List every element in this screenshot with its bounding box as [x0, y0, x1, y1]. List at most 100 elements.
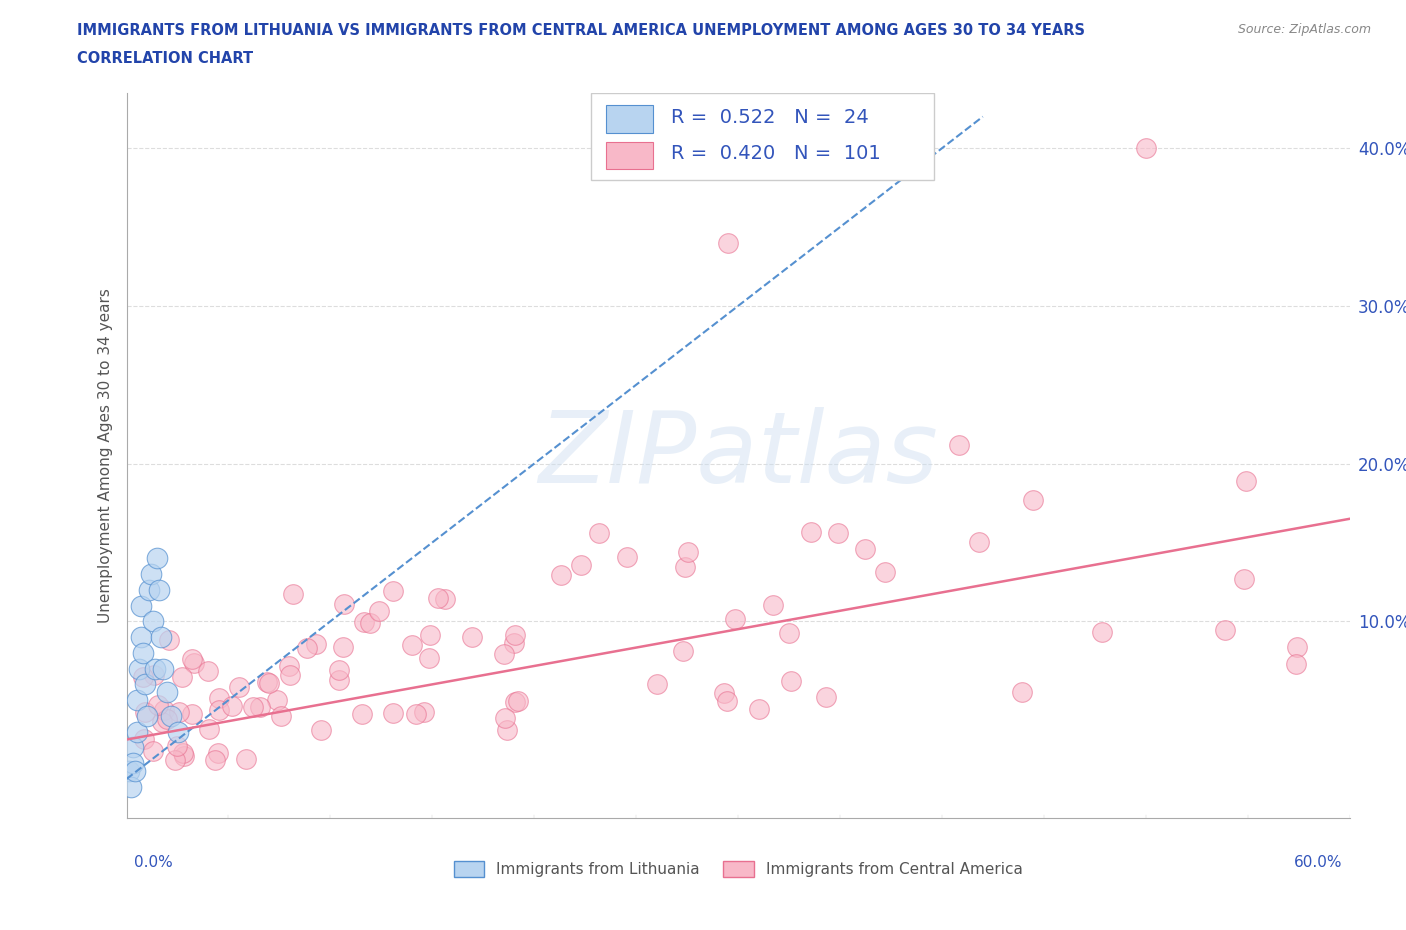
Point: [270, 709, 292, 724]
Point: [780, 673, 803, 688]
Point: [359, 616, 381, 631]
Point: [1022, 492, 1045, 507]
Point: [198, 722, 221, 737]
Point: [181, 652, 204, 667]
Point: [278, 667, 301, 682]
Point: [281, 587, 304, 602]
Point: [135, 709, 157, 724]
Bar: [606, 141, 652, 169]
Point: [724, 611, 747, 626]
Point: [309, 723, 332, 737]
Text: IMMIGRANTS FROM LITHUANIA VS IMMIGRANTS FROM CENTRAL AMERICA UNEMPLOYMENT AMONG : IMMIGRANTS FROM LITHUANIA VS IMMIGRANTS …: [77, 23, 1085, 38]
Point: [353, 615, 375, 630]
Point: [148, 582, 170, 597]
Point: [138, 582, 160, 597]
FancyBboxPatch shape: [592, 93, 934, 180]
Point: [181, 707, 204, 722]
Point: [235, 751, 257, 766]
Point: [197, 664, 219, 679]
Point: [242, 699, 264, 714]
Point: [328, 663, 350, 678]
Point: [257, 675, 280, 690]
Point: [569, 558, 592, 573]
Point: [132, 731, 155, 746]
Point: [800, 525, 823, 539]
Point: [827, 525, 849, 540]
Point: [128, 661, 150, 676]
Text: R =  0.522   N =  24: R = 0.522 N = 24: [671, 108, 869, 127]
Y-axis label: Unemployment Among Ages 30 to 34 years: Unemployment Among Ages 30 to 34 years: [97, 288, 112, 623]
Point: [120, 779, 142, 794]
Point: [117, 764, 139, 778]
Point: [125, 724, 148, 739]
Point: [256, 674, 278, 689]
Point: [150, 714, 173, 729]
Point: [332, 639, 354, 654]
Point: [266, 693, 288, 708]
Point: [550, 567, 572, 582]
Point: [278, 658, 301, 673]
Point: [121, 740, 143, 755]
Point: [367, 604, 389, 618]
Point: [332, 596, 354, 611]
Point: [1011, 684, 1033, 699]
Point: [1135, 140, 1157, 155]
Point: [716, 694, 738, 709]
Point: [208, 690, 231, 705]
Point: [381, 706, 404, 721]
Point: [305, 637, 328, 652]
Point: [148, 698, 170, 712]
Legend: Immigrants from Lithuania, Immigrants from Central America: Immigrants from Lithuania, Immigrants fr…: [447, 855, 1029, 884]
Point: [129, 630, 152, 644]
Point: [418, 651, 440, 666]
Point: [166, 724, 188, 739]
Text: R =  0.420   N =  101: R = 0.420 N = 101: [671, 144, 880, 164]
Text: Source: ZipAtlas.com: Source: ZipAtlas.com: [1237, 23, 1371, 36]
Point: [969, 534, 991, 549]
Point: [713, 685, 735, 700]
Point: [645, 677, 668, 692]
Point: [142, 668, 165, 683]
Point: [616, 550, 638, 565]
Point: [160, 709, 183, 724]
Point: [401, 637, 423, 652]
Point: [134, 705, 156, 720]
Text: 60.0%: 60.0%: [1295, 855, 1343, 870]
Point: [142, 743, 165, 758]
Point: [167, 705, 190, 720]
Point: [503, 636, 526, 651]
Point: [146, 551, 169, 565]
Point: [506, 694, 529, 709]
Bar: [606, 105, 652, 133]
Point: [503, 695, 526, 710]
Point: [183, 656, 205, 671]
Text: 0.0%: 0.0%: [134, 855, 173, 870]
Point: [748, 701, 770, 716]
Point: [427, 591, 450, 605]
Point: [328, 672, 350, 687]
Point: [152, 661, 174, 676]
Point: [503, 628, 526, 643]
Point: [156, 711, 179, 726]
Point: [405, 707, 427, 722]
Point: [1091, 625, 1114, 640]
Point: [221, 698, 243, 713]
Point: [381, 583, 404, 598]
Point: [150, 630, 173, 644]
Point: [142, 614, 165, 629]
Point: [672, 644, 695, 658]
Point: [166, 739, 188, 754]
Point: [496, 722, 519, 737]
Text: CORRELATION CHART: CORRELATION CHART: [77, 51, 253, 66]
Point: [153, 703, 176, 718]
Point: [173, 749, 195, 764]
Point: [762, 597, 785, 612]
Point: [588, 525, 610, 540]
Point: [873, 565, 896, 579]
Point: [172, 670, 194, 684]
Point: [132, 645, 155, 660]
Point: [1234, 473, 1257, 488]
Point: [948, 438, 970, 453]
Point: [163, 752, 186, 767]
Point: [1285, 657, 1308, 671]
